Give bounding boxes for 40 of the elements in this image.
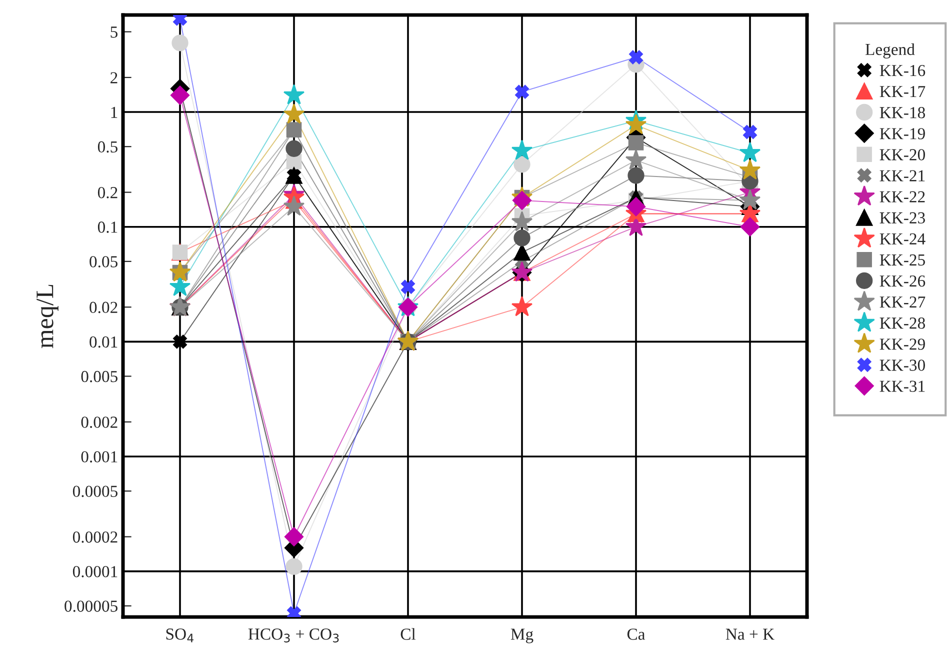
y-tick-label: 0.005	[81, 370, 118, 382]
y-tick-label: 0.05	[90, 256, 118, 268]
y-tick-label: 0.2	[98, 186, 118, 198]
y-axis-title: meq/L	[36, 284, 58, 348]
y-tick-label: 1	[111, 106, 118, 118]
x-tick-label: Cl	[400, 628, 416, 640]
y-tick-label: 0.5	[98, 141, 118, 153]
y-tick-label: 0.002	[81, 416, 118, 428]
y-tick-label: 0.1	[98, 222, 118, 233]
x-tick-label: Ca	[627, 628, 646, 640]
y-tick-label: 0.02	[90, 302, 118, 314]
legend-label: KK-19	[880, 128, 925, 140]
x-tick-label: Na + K	[726, 628, 774, 640]
x-tick-label: SO$_{4}$	[166, 628, 194, 642]
legend-label: KK-20	[880, 149, 925, 160]
y-tick-label: 0.01	[90, 336, 118, 348]
x-tick-label: Mg	[510, 628, 534, 644]
legend-label: KK-18	[880, 107, 925, 118]
y-tick-label: 0.001	[81, 451, 118, 463]
legend-title: Legend	[865, 43, 915, 58]
legend-label: KK-24	[880, 233, 926, 244]
y-tick-label: 2	[110, 72, 118, 84]
legend-label: KK-25	[880, 254, 925, 266]
legend-label: KK-28	[880, 318, 925, 329]
legend-label: KK-16	[880, 64, 926, 76]
legend-label: KK-27	[880, 296, 926, 308]
legend-label: KK-23	[880, 212, 925, 224]
y-tick-label: 0.00005	[64, 600, 118, 612]
legend-label: KK-17	[880, 86, 926, 98]
legend-label: KK-21	[880, 170, 925, 182]
y-tick-label: 0.0005	[72, 486, 118, 498]
legend-label: KK-31	[880, 380, 925, 392]
legend-label: KK-30	[880, 360, 925, 371]
y-tick-label: 5	[110, 26, 118, 38]
x-tick-label: HCO$_{3}$ + CO$_{3}$	[248, 628, 339, 642]
y-tick-label: 0.0001	[72, 566, 118, 578]
legend-label: KK-26	[880, 275, 926, 287]
y-tick-label: 0.0002	[72, 531, 118, 543]
legend-label: KK-22	[880, 191, 925, 202]
legend-label: KK-29	[880, 338, 925, 350]
